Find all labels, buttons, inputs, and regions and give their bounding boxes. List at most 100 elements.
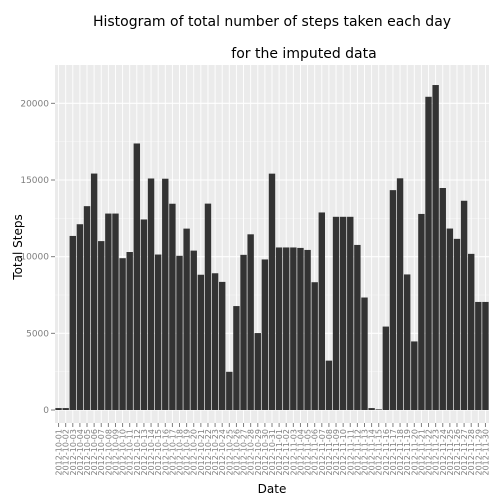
bar bbox=[62, 408, 69, 410]
x-tick-label: 2012-11-19 bbox=[403, 429, 412, 476]
bar bbox=[468, 253, 475, 410]
x-tick-label: 2012-10-21 bbox=[197, 429, 206, 476]
x-tick-label: 2012-10-07 bbox=[97, 429, 106, 476]
bar bbox=[311, 282, 318, 410]
bar bbox=[283, 247, 290, 410]
x-tick-label: 2012-11-24 bbox=[439, 429, 448, 476]
bar bbox=[432, 85, 439, 410]
x-tick-label: 2012-11-05 bbox=[304, 429, 313, 476]
bar bbox=[297, 247, 304, 410]
bar bbox=[83, 206, 91, 410]
x-tick-label: 2012-11-16 bbox=[382, 429, 391, 476]
bar bbox=[403, 274, 411, 410]
bar bbox=[368, 408, 375, 410]
x-tick-label: 2012-11-25 bbox=[446, 429, 455, 476]
bar bbox=[204, 203, 212, 410]
bar bbox=[482, 301, 489, 410]
x-tick-label: 2012-11-07 bbox=[318, 429, 327, 476]
bar bbox=[268, 173, 276, 410]
x-tick-label: 2012-10-20 bbox=[190, 429, 199, 476]
bar bbox=[460, 200, 468, 410]
bar bbox=[418, 213, 425, 410]
x-tick-label: 2012-10-04 bbox=[76, 429, 85, 476]
x-tick-label: 2012-10-18 bbox=[176, 429, 185, 476]
bar bbox=[183, 228, 190, 410]
chart-title-line2: for the imputed data bbox=[231, 46, 377, 62]
x-tick-label: 2012-11-12 bbox=[353, 429, 362, 476]
bar bbox=[226, 371, 233, 410]
x-tick-label: 2012-11-26 bbox=[453, 429, 462, 476]
bar bbox=[254, 333, 261, 410]
x-tick-label: 2012-11-22 bbox=[425, 429, 434, 476]
bar bbox=[325, 360, 333, 410]
chart-title-line1: Histogram of total number of steps taken… bbox=[92, 14, 452, 30]
bar bbox=[218, 281, 226, 410]
bar bbox=[162, 178, 169, 410]
x-tick-label: 2012-10-03 bbox=[69, 429, 78, 476]
x-tick-label: 2012-11-20 bbox=[410, 429, 419, 476]
bar bbox=[261, 259, 269, 410]
bar bbox=[233, 306, 240, 410]
bar bbox=[147, 178, 155, 410]
x-tick-label: 2012-11-08 bbox=[325, 429, 334, 476]
bar bbox=[339, 216, 347, 410]
bar bbox=[304, 249, 311, 410]
bar bbox=[190, 250, 197, 410]
bar bbox=[69, 235, 76, 410]
x-tick-label: 2012-10-12 bbox=[133, 429, 142, 476]
bar bbox=[169, 203, 176, 410]
x-tick-label: 2012-11-15 bbox=[375, 429, 384, 476]
x-tick-label: 2012-11-11 bbox=[346, 429, 355, 476]
x-tick-label: 2012-10-05 bbox=[83, 429, 92, 476]
x-tick-label: 2012-10-28 bbox=[247, 429, 256, 476]
x-tick-label: 2012-10-01 bbox=[55, 429, 64, 476]
bar bbox=[439, 188, 446, 410]
x-tick-label: 2012-10-09 bbox=[111, 429, 120, 476]
x-tick-label: 2012-10-30 bbox=[261, 429, 270, 476]
bar bbox=[411, 341, 418, 410]
bar bbox=[98, 241, 105, 410]
x-tick-label: 2012-10-17 bbox=[168, 429, 177, 476]
bar bbox=[389, 190, 397, 410]
bar bbox=[133, 143, 141, 410]
bar bbox=[396, 178, 404, 410]
x-axis-label: Date bbox=[257, 482, 287, 496]
x-tick-label: 2012-11-03 bbox=[289, 429, 298, 476]
x-tick-label: 2012-10-06 bbox=[90, 429, 99, 476]
bar bbox=[332, 216, 340, 410]
x-tick-label: 2012-11-10 bbox=[339, 429, 348, 476]
bar bbox=[197, 274, 205, 410]
x-tick-label: 2012-11-04 bbox=[296, 429, 305, 476]
bar bbox=[126, 252, 133, 410]
bar bbox=[425, 96, 432, 410]
x-tick-label: 2012-11-17 bbox=[389, 429, 398, 476]
x-tick-label: 2012-11-13 bbox=[360, 429, 369, 476]
x-tick-label: 2012-10-02 bbox=[62, 429, 71, 476]
x-tick-label: 2012-10-22 bbox=[204, 429, 213, 476]
x-tick-label: 2012-10-26 bbox=[232, 429, 241, 476]
bar bbox=[446, 228, 454, 410]
bar bbox=[290, 247, 297, 410]
x-tick-label: 2012-11-14 bbox=[368, 429, 377, 476]
bar bbox=[154, 254, 162, 410]
bar bbox=[119, 258, 126, 410]
x-tick-label: 2012-10-27 bbox=[240, 429, 249, 476]
bar bbox=[112, 213, 119, 410]
bar bbox=[76, 224, 84, 410]
bar bbox=[55, 408, 62, 410]
x-tick-label: 2012-10-13 bbox=[140, 429, 149, 476]
y-tick-label: 15000 bbox=[20, 176, 49, 186]
x-tick-label: 2012-11-23 bbox=[432, 429, 441, 476]
x-tick-label: 2012-10-08 bbox=[104, 429, 113, 476]
bar bbox=[347, 216, 354, 410]
x-tick-label: 2012-11-18 bbox=[396, 429, 405, 476]
x-tick-label: 2012-10-11 bbox=[126, 429, 135, 476]
bar bbox=[453, 238, 461, 410]
x-tick-label: 2012-11-28 bbox=[467, 429, 476, 476]
y-tick-label: 5000 bbox=[26, 329, 49, 339]
x-tick-label: 2012-10-23 bbox=[211, 429, 220, 476]
x-tick-label: 2012-11-29 bbox=[474, 429, 483, 476]
x-tick-label: 2012-11-02 bbox=[282, 429, 291, 476]
x-tick-label: 2012-10-19 bbox=[183, 429, 192, 476]
